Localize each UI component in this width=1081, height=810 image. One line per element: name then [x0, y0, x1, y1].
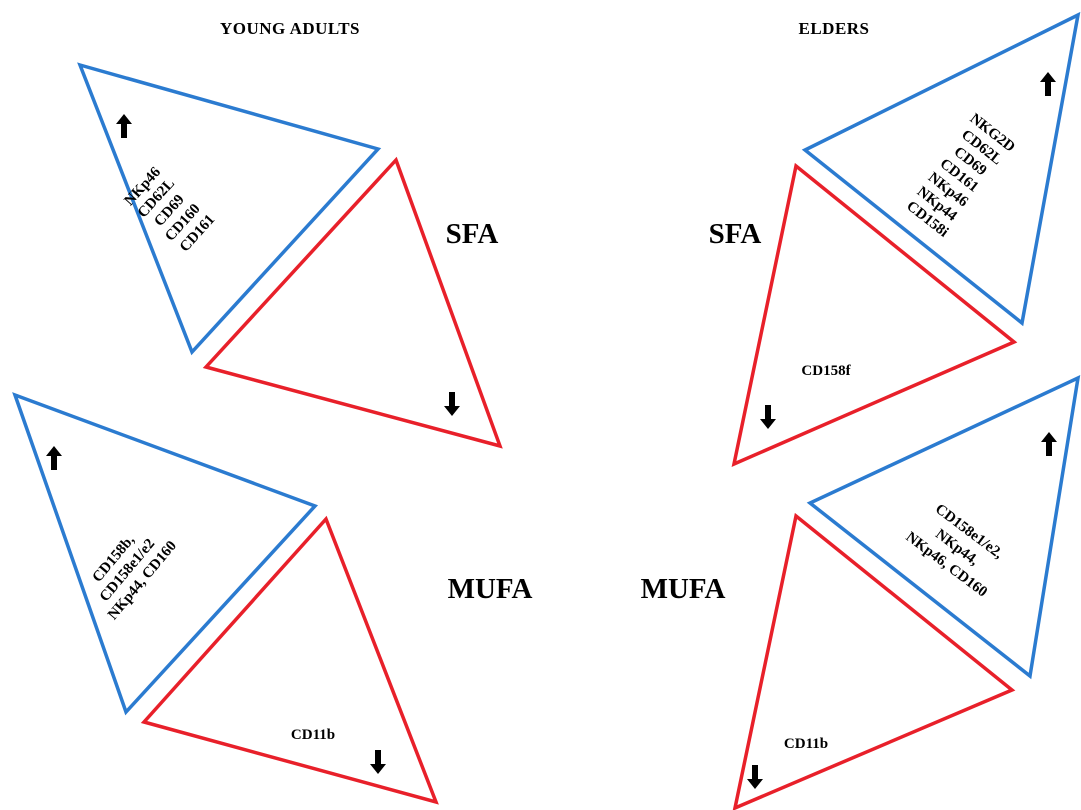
elders-mufa-up-markers: CD158e1/e2, NKp44, NKp46, CD160 [903, 497, 1015, 600]
elders-sfa-up-markers: NKG2D CD62L CD69 CD161 NKp46 NKp44 CD158… [900, 111, 1021, 243]
young-sfa-group: NKp46 CD62L CD69 CD160 CD161 [77, 62, 503, 449]
elders-sfa-up-triangle [801, 11, 1081, 327]
young-sfa-up-markers: NKp46 CD62L CD69 CD160 CD161 [121, 162, 220, 258]
elders-sfa-down-marker: CD158f [801, 363, 851, 379]
young-mufa-label: MUFA [448, 573, 533, 605]
young-mufa-down-arrow-icon [370, 750, 386, 774]
young-sfa-label: SFA [446, 218, 499, 250]
young-sfa-down-arrow-icon [444, 392, 460, 416]
elders-sfa-up-arrow-icon [1040, 72, 1056, 96]
young-sfa-down-triangle [202, 156, 503, 449]
young-mufa-down-triangle [140, 515, 439, 805]
elders-sfa-group: NKG2D CD62L CD69 CD161 NKp46 NKp44 CD158… [731, 11, 1081, 467]
young-mufa-up-markers: CD158b, CD158e1/e2 NKp44, CD160 [77, 515, 180, 623]
elders-mufa-down-triangle [732, 512, 1016, 810]
young-sfa-up-arrow-icon [116, 114, 132, 138]
elders-mufa-label: MUFA [641, 573, 726, 605]
elders-mufa-down-arrow-icon [747, 765, 763, 789]
elders-mufa-up-triangle [806, 375, 1081, 680]
young-mufa-up-arrow-icon [46, 446, 62, 470]
young-mufa-group: CD158b, CD158e1/e2 NKp44, CD160 CD11b [12, 392, 439, 805]
young-sfa-up-triangle [77, 62, 382, 356]
elders-sfa-down-arrow-icon [760, 405, 776, 429]
young-mufa-up-triangle [12, 392, 319, 716]
elders-mufa-up-arrow-icon [1041, 432, 1057, 456]
elders-sfa-down-triangle [731, 162, 1018, 467]
young-adults-header: YOUNG ADULTS [220, 19, 360, 38]
elders-header: ELDERS [798, 19, 869, 38]
elders-sfa-label: SFA [709, 218, 762, 250]
elders-mufa-down-marker: CD11b [784, 736, 828, 752]
young-mufa-down-marker: CD11b [291, 727, 335, 743]
